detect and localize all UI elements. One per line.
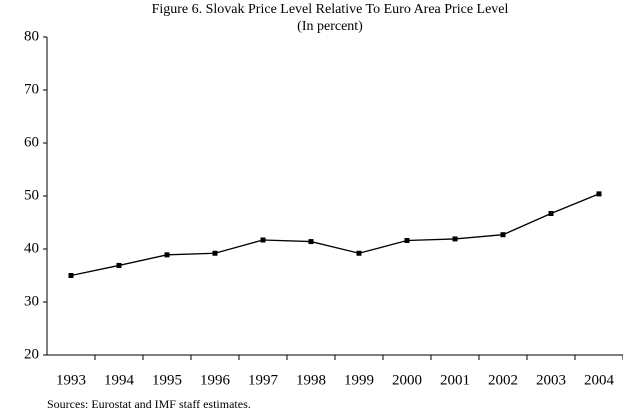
y-tick-label: 60 xyxy=(24,134,39,150)
x-tick-label: 1996 xyxy=(200,372,231,388)
chart-subtitle: (In percent) xyxy=(297,19,363,34)
y-tick-label: 30 xyxy=(24,293,39,309)
x-tick-label: 1993 xyxy=(56,372,86,388)
marker xyxy=(356,250,362,256)
marker xyxy=(548,210,554,216)
y-tick-label: 40 xyxy=(24,240,39,256)
marker xyxy=(260,237,266,243)
x-tick-label: 2004 xyxy=(584,372,615,388)
y-tick-label: 50 xyxy=(24,187,39,203)
marker xyxy=(308,239,314,245)
x-tick-label: 1999 xyxy=(344,372,374,388)
x-tick-label: 1994 xyxy=(104,372,135,388)
x-tick-label: 1998 xyxy=(296,372,326,388)
chart-title: Figure 6. Slovak Price Level Relative To… xyxy=(152,2,509,17)
line xyxy=(70,193,600,277)
y-tick-label: 80 xyxy=(24,28,39,44)
marker xyxy=(404,238,410,244)
x-tick-label: 2001 xyxy=(440,372,470,388)
marker xyxy=(452,236,458,242)
marker xyxy=(116,262,122,268)
x-tick-label: 2003 xyxy=(536,372,566,388)
marker xyxy=(212,250,218,256)
marker xyxy=(164,252,170,258)
x-tick-label: 2000 xyxy=(392,372,422,388)
x-tick-label: 1995 xyxy=(152,372,182,388)
marker xyxy=(596,191,602,197)
y-tick-label: 20 xyxy=(24,346,39,362)
x-tick-label: 1997 xyxy=(248,372,279,388)
x-tick-label: 2002 xyxy=(488,372,518,388)
marker xyxy=(500,232,506,238)
y-tick-label: 70 xyxy=(24,81,39,97)
source-note: Sources: Eurostat and IMF staff estimate… xyxy=(47,397,251,411)
marker xyxy=(68,273,74,278)
